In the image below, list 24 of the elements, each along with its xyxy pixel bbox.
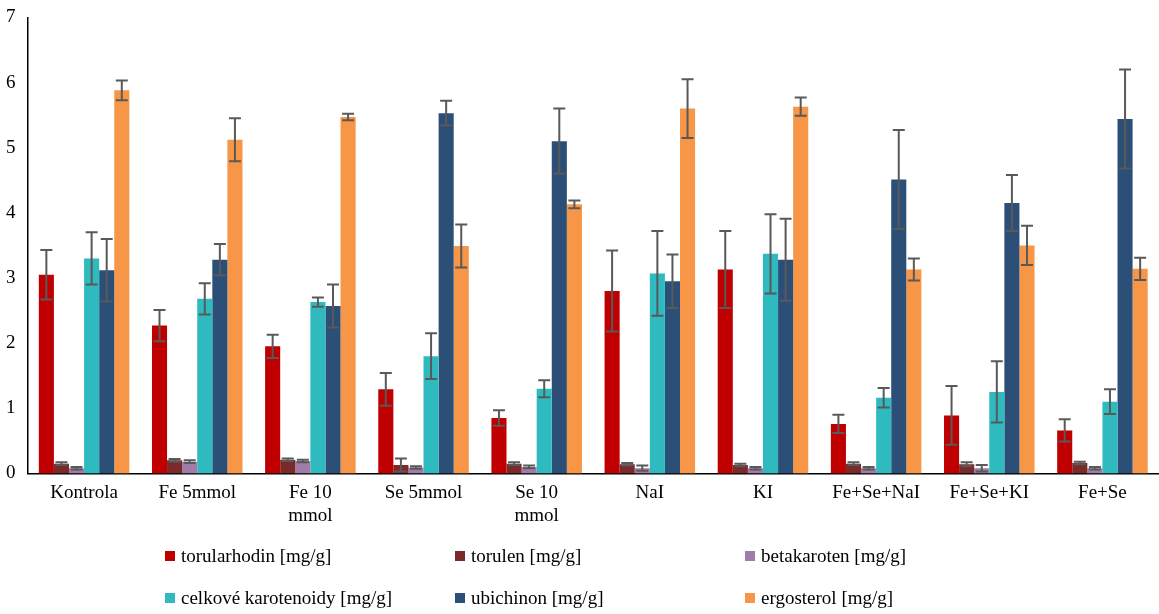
y-tick-label: 2: [6, 331, 16, 353]
x-tick-label: Kontrola: [50, 480, 119, 502]
y-tick-label: 3: [6, 265, 16, 287]
y-tick-label: 4: [6, 200, 16, 222]
x-tick-label: Fe+Se+NaI: [832, 480, 921, 502]
legend-label: betakaroten [mg/g]: [761, 545, 907, 567]
x-tick-label: KI: [752, 480, 774, 502]
y-tick-label: 0: [6, 461, 16, 483]
x-tick-label: Fe+Se: [1078, 480, 1127, 502]
x-tick-label: Fe 10 mmol: [288, 480, 333, 525]
x-tick-label: NaI: [635, 480, 665, 502]
legend-label: celkové karotenoidy [mg/g]: [181, 587, 393, 609]
y-tick-label: 1: [6, 396, 16, 418]
x-tick-label: Se 5mmol: [384, 480, 463, 502]
y-tick-label: 5: [6, 135, 16, 157]
legend-label: torularhodin [mg/g]: [181, 545, 332, 567]
legend-label: torulen [mg/g]: [471, 545, 582, 567]
legend-label: ubichinon [mg/g]: [471, 587, 604, 609]
legend-label: ergosterol [mg/g]: [761, 587, 894, 609]
x-tick-label: Se 10 mmol: [514, 480, 559, 525]
x-tick-label: Fe 5mmol: [158, 480, 237, 502]
y-tick-label: 7: [6, 5, 16, 27]
y-tick-label: 6: [6, 70, 16, 92]
x-tick-label: Fe+Se+KI: [949, 480, 1030, 502]
